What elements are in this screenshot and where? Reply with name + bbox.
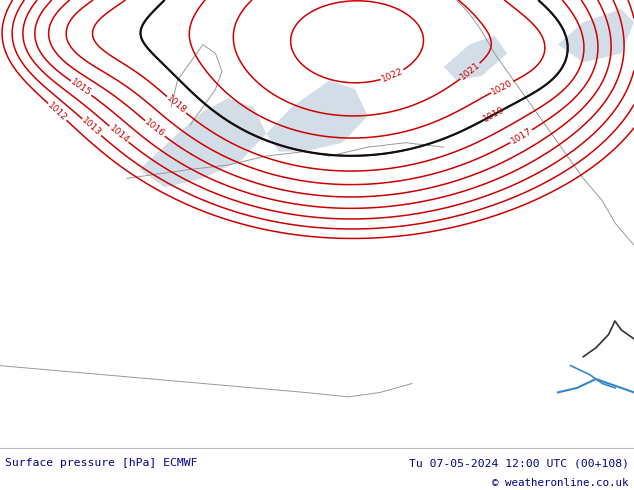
Text: Tu 07-05-2024 12:00 UTC (00+108): Tu 07-05-2024 12:00 UTC (00+108) [409, 458, 629, 468]
Text: 1022: 1022 [380, 67, 404, 84]
Polygon shape [266, 80, 368, 151]
Text: 1013: 1013 [80, 116, 103, 138]
Text: 1020: 1020 [490, 78, 514, 97]
Text: 1016: 1016 [143, 118, 167, 139]
Text: 1017: 1017 [509, 126, 533, 146]
Text: 1019: 1019 [482, 105, 507, 124]
Text: 1018: 1018 [165, 94, 188, 116]
Polygon shape [444, 36, 507, 80]
Text: 1021: 1021 [458, 61, 482, 82]
Text: © weatheronline.co.uk: © weatheronline.co.uk [493, 478, 629, 488]
Polygon shape [558, 9, 634, 62]
Text: 1014: 1014 [107, 123, 131, 145]
Text: 1015: 1015 [69, 78, 93, 98]
Text: Surface pressure [hPa] ECMWF: Surface pressure [hPa] ECMWF [5, 458, 198, 468]
Polygon shape [139, 98, 266, 187]
Text: 1012: 1012 [46, 101, 68, 123]
